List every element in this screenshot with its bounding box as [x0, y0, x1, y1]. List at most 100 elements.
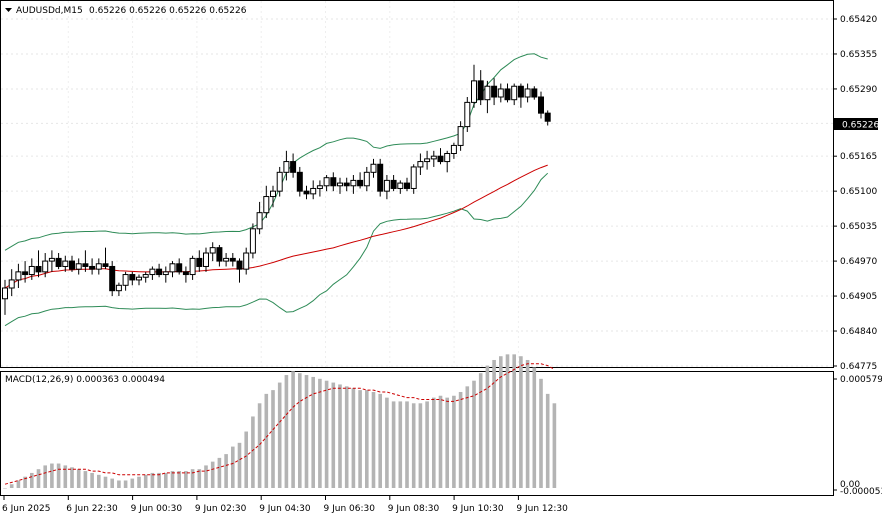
macd-bar	[318, 378, 322, 488]
candle	[142, 271, 149, 283]
candle	[249, 223, 256, 259]
macd-bar	[291, 371, 295, 488]
candle	[203, 247, 209, 272]
candle	[109, 261, 116, 297]
candle-body-bear	[82, 263, 89, 267]
moving-average	[4, 164, 548, 289]
symbol-dropdown-icon[interactable]	[5, 8, 12, 12]
candle	[343, 177, 350, 192]
macd-axis-zero: 0.00	[840, 480, 860, 490]
candle	[544, 110, 551, 126]
candle-body-bear	[343, 182, 350, 187]
macd-bar	[50, 463, 54, 488]
current-price-label: 0.65226	[842, 121, 879, 131]
macd-bar	[411, 403, 416, 488]
macd-bar	[237, 442, 242, 488]
time-label: 9 Jun 04:30	[259, 504, 311, 514]
macd-bar	[391, 401, 396, 488]
macd-bar	[532, 367, 537, 488]
candle	[15, 263, 22, 288]
candle	[383, 175, 390, 200]
candle	[303, 185, 310, 200]
macd-bar	[224, 454, 228, 488]
candle	[196, 250, 203, 272]
candle	[55, 253, 62, 270]
macd-bar	[257, 403, 262, 488]
candle-body-bull	[444, 152, 451, 163]
macd-bar	[217, 457, 222, 488]
candle-body-bull	[283, 161, 290, 173]
macd-bar	[143, 474, 148, 488]
price-label: 0.65165	[840, 152, 877, 162]
macd-bar	[472, 380, 476, 488]
candle	[243, 247, 250, 275]
candle	[2, 279, 8, 315]
macd-bar	[83, 471, 88, 488]
price-pane[interactable]	[0, 0, 834, 368]
candle-body-bull	[397, 182, 404, 189]
candle-body-bear	[377, 163, 384, 192]
candle-body-bull	[136, 276, 142, 281]
macd-bar	[478, 373, 483, 488]
bollinger-lower	[4, 172, 549, 327]
macd-bar	[385, 397, 389, 488]
candle-body-bull	[115, 284, 122, 292]
candle	[497, 83, 504, 103]
price-label: 0.64775	[840, 362, 877, 372]
candle	[69, 255, 75, 272]
candle	[102, 247, 109, 270]
macd-bar	[545, 393, 550, 488]
candle	[511, 83, 518, 106]
macd-pane[interactable]	[0, 371, 834, 496]
macd-bar	[552, 403, 557, 488]
candle-body-bear	[236, 260, 243, 270]
time-label: 9 Jun 08:30	[388, 504, 440, 514]
candle-body-bull	[95, 263, 102, 270]
candle	[397, 180, 404, 194]
candle	[149, 266, 156, 280]
candle-body-bull	[28, 265, 35, 276]
macd-bar	[63, 465, 68, 488]
candle-body-bear	[404, 182, 410, 189]
candle-body-bear	[544, 112, 551, 122]
macd-bar	[110, 478, 114, 488]
macd-bar	[150, 472, 155, 488]
macd-bar	[97, 474, 101, 488]
candle	[310, 180, 317, 200]
time-label: 9 Jun 10:30	[452, 504, 504, 514]
macd-bar	[311, 376, 315, 488]
candle-body-bear	[504, 88, 511, 101]
time-label: 6 Jun 2025	[2, 504, 50, 514]
candle	[176, 258, 183, 275]
macd-bar	[405, 401, 409, 488]
candle-body-bull	[383, 179, 390, 192]
macd-bar	[324, 380, 329, 488]
candle	[538, 91, 544, 119]
candle-body-bear	[35, 265, 42, 273]
candle	[471, 64, 477, 108]
candle-body-bear	[55, 257, 62, 267]
candle-body-bull	[203, 252, 209, 267]
candle	[216, 244, 223, 267]
candle	[531, 86, 538, 100]
macd-bar	[3, 488, 7, 489]
candle-body-bear	[182, 271, 189, 276]
candle-body-bull	[497, 88, 504, 98]
candle-body-bull	[162, 271, 169, 276]
candle	[377, 158, 384, 197]
candle-body-bear	[156, 268, 163, 276]
candle-body-bull	[350, 179, 357, 187]
candle-body-bear	[129, 274, 136, 281]
macd-bar	[418, 403, 423, 488]
candle-body-bear	[330, 177, 337, 187]
candle-body-bull	[471, 80, 477, 103]
candle	[169, 261, 176, 278]
price-label: 0.64905	[840, 292, 877, 302]
candle	[337, 177, 343, 194]
macd-bar	[16, 480, 21, 488]
time-axis: 6 Jun 2025 6 Jun 22:30 9 Jun 00:30 9 Jun 02…	[2, 496, 568, 514]
candle	[189, 255, 196, 280]
moving-average-line	[4, 164, 548, 289]
bollinger-bands	[4, 53, 549, 327]
